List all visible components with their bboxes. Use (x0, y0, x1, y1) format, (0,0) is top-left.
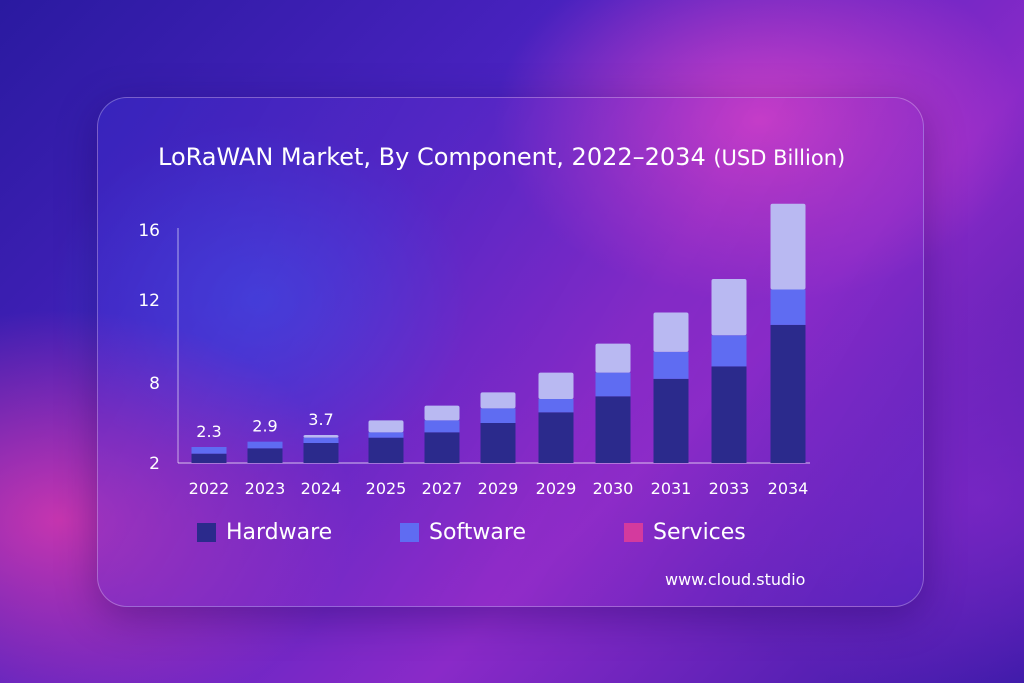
x-tick-label: 2027 (422, 479, 463, 498)
x-tick-label: 2022 (189, 479, 230, 498)
bar-services-2034 (770, 203, 806, 290)
bar-services-2033 (711, 279, 747, 336)
bar-services-2025 (368, 420, 404, 433)
y-tick-label: 2 (149, 454, 160, 474)
y-tick-label: 16 (138, 221, 160, 241)
bar-software-2034 (770, 289, 806, 325)
x-tick-label: 2024 (301, 479, 342, 498)
legend-swatch-hardware (197, 523, 216, 542)
x-tick-label: 2033 (709, 479, 750, 498)
bar-software-2029 (480, 408, 516, 423)
bar-services-2030 (595, 343, 631, 373)
bar-software-2027 (424, 420, 460, 433)
bar-software-2033 (711, 335, 747, 367)
bar-services-2027 (424, 405, 460, 421)
legend-label-hardware: Hardware (226, 520, 333, 545)
bar-hardware-2034 (770, 324, 806, 463)
y-tick-label: 12 (138, 291, 160, 311)
x-tick-label: 2029 (478, 479, 519, 498)
x-tick-label: 2031 (651, 479, 692, 498)
bar-hardware-2031 (653, 378, 689, 463)
x-tick-label: 2025 (366, 479, 407, 498)
bar-services-2029 (480, 392, 516, 409)
legend-item-hardware: Hardware (197, 520, 332, 545)
bar-hardware-2025 (368, 437, 404, 463)
bar-hardware-2027 (424, 432, 460, 463)
title-unit: (USD Billion) (713, 146, 846, 170)
bar-services-2029 (538, 372, 574, 399)
legend-item-software: Software (400, 520, 526, 545)
legend-label-services: Services (653, 520, 746, 545)
bar-software-2030 (595, 372, 631, 397)
chart-title: LoRaWAN Market, By Component, 2022–2034 … (158, 143, 845, 171)
x-tick-label: 2030 (593, 479, 634, 498)
data-label: 2.3 (196, 422, 221, 441)
legend-label-software: Software (429, 520, 526, 545)
y-tick-label: 8 (149, 374, 160, 394)
legend-swatch-software (400, 523, 419, 542)
bar-hardware-2033 (711, 366, 747, 463)
bar-software-2024 (303, 437, 339, 443)
data-label: 3.7 (308, 410, 333, 429)
data-label: 2.9 (252, 417, 277, 436)
x-tick-label: 2023 (245, 479, 286, 498)
bar-hardware-2022 (191, 453, 227, 463)
bar-hardware-2029 (480, 423, 516, 463)
legend-swatch-services (624, 523, 643, 542)
bar-software-2029 (538, 399, 574, 413)
title-text: LoRaWAN Market, By Component, 2022–2034 (158, 143, 706, 171)
bar-software-2031 (653, 351, 689, 379)
bar-services-2031 (653, 312, 689, 352)
bar-software-2022 (191, 447, 227, 454)
bar-services-2024 (303, 435, 339, 438)
footer-url: www.cloud.studio (665, 570, 806, 589)
bar-hardware-2029 (538, 412, 574, 463)
x-tick-label: 2034 (768, 479, 809, 498)
x-tick-label: 2029 (536, 479, 577, 498)
bar-software-2023 (247, 441, 283, 449)
bar-hardware-2023 (247, 448, 283, 463)
bar-hardware-2024 (303, 443, 339, 463)
legend-item-services: Services (624, 520, 746, 545)
bar-hardware-2030 (595, 396, 631, 463)
bar-software-2025 (368, 432, 404, 438)
